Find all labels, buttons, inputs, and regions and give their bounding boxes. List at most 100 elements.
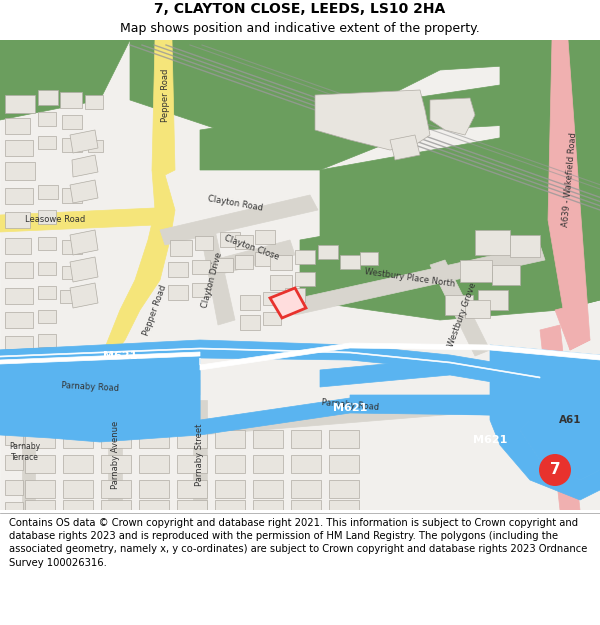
Text: Westbury Place North: Westbury Place North (364, 268, 456, 289)
Bar (63, 480, 93, 498)
Polygon shape (0, 40, 130, 120)
Text: Clayton Close: Clayton Close (223, 234, 281, 262)
Bar (62, 240, 82, 254)
Bar (295, 272, 315, 286)
Bar (475, 230, 510, 255)
Text: Clayton Road: Clayton Road (207, 194, 263, 213)
Polygon shape (0, 352, 200, 364)
Polygon shape (548, 40, 590, 350)
Bar (63, 430, 93, 448)
Polygon shape (0, 358, 600, 435)
Bar (478, 290, 508, 310)
Bar (5, 140, 33, 156)
Bar (25, 480, 55, 498)
Bar (38, 237, 56, 250)
Bar (253, 500, 283, 518)
Polygon shape (200, 343, 600, 370)
Polygon shape (160, 195, 318, 245)
Text: Parnaby Avenue: Parnaby Avenue (110, 421, 119, 489)
Bar (139, 430, 169, 448)
Text: Pepper Road: Pepper Road (161, 68, 170, 122)
Bar (38, 310, 56, 323)
Bar (5, 188, 33, 204)
Polygon shape (320, 120, 600, 260)
Polygon shape (213, 240, 295, 275)
Polygon shape (0, 208, 155, 232)
Polygon shape (350, 395, 600, 430)
Polygon shape (70, 130, 98, 153)
Bar (295, 250, 315, 264)
Bar (38, 210, 56, 224)
Bar (329, 430, 359, 448)
Bar (215, 480, 245, 498)
Bar (235, 255, 253, 269)
Bar (88, 140, 103, 152)
Polygon shape (70, 230, 98, 255)
Bar (285, 288, 305, 302)
Bar (270, 275, 292, 290)
Text: Contains OS data © Crown copyright and database right 2021. This information is : Contains OS data © Crown copyright and d… (9, 518, 587, 568)
Bar (465, 300, 490, 318)
Text: Westbury Grove: Westbury Grove (446, 282, 478, 348)
Text: M621: M621 (333, 403, 367, 413)
Bar (63, 500, 93, 518)
Polygon shape (200, 230, 235, 325)
Bar (62, 188, 82, 203)
Bar (38, 334, 56, 347)
Bar (60, 92, 82, 108)
Polygon shape (0, 395, 35, 510)
Bar (318, 245, 338, 259)
Polygon shape (0, 350, 80, 380)
Bar (240, 295, 260, 310)
Bar (62, 115, 82, 129)
Text: Parnaby Road: Parnaby Road (61, 381, 119, 393)
Polygon shape (490, 400, 600, 500)
Bar (460, 260, 492, 282)
Bar (253, 480, 283, 498)
Polygon shape (290, 245, 545, 315)
Bar (235, 235, 253, 249)
Polygon shape (490, 345, 600, 415)
Polygon shape (0, 348, 200, 442)
Bar (215, 455, 245, 473)
Polygon shape (70, 257, 98, 282)
Polygon shape (108, 400, 122, 510)
Polygon shape (430, 260, 490, 356)
Text: Leasowe Road: Leasowe Road (25, 216, 85, 224)
Bar (38, 90, 58, 105)
Bar (5, 262, 33, 278)
Bar (270, 255, 292, 270)
Text: A639 - Wakefield Road: A639 - Wakefield Road (562, 132, 578, 228)
Polygon shape (0, 348, 540, 378)
Bar (177, 455, 207, 473)
Bar (38, 356, 56, 369)
Bar (215, 430, 245, 448)
Bar (291, 430, 321, 448)
Bar (445, 295, 473, 315)
Bar (38, 136, 56, 149)
Bar (360, 252, 378, 265)
Text: A61: A61 (559, 415, 581, 425)
Bar (329, 500, 359, 518)
Text: Parnaby Road: Parnaby Road (321, 398, 379, 412)
Bar (5, 430, 23, 445)
Text: Pepper Road: Pepper Road (142, 283, 169, 337)
Bar (220, 232, 240, 247)
Bar (510, 235, 540, 257)
Bar (215, 500, 245, 518)
Bar (253, 430, 283, 448)
Text: Clayton Drive: Clayton Drive (200, 251, 224, 309)
Bar (5, 162, 35, 180)
Text: 7, CLAYTON CLOSE, LEEDS, LS10 2HA: 7, CLAYTON CLOSE, LEEDS, LS10 2HA (154, 2, 446, 16)
Polygon shape (72, 155, 98, 177)
Bar (5, 502, 23, 517)
Bar (177, 480, 207, 498)
Polygon shape (460, 40, 600, 310)
Bar (101, 455, 131, 473)
Bar (5, 288, 33, 304)
Bar (38, 112, 56, 126)
Bar (5, 118, 30, 134)
Bar (177, 500, 207, 518)
Bar (63, 455, 93, 473)
Bar (255, 230, 275, 244)
